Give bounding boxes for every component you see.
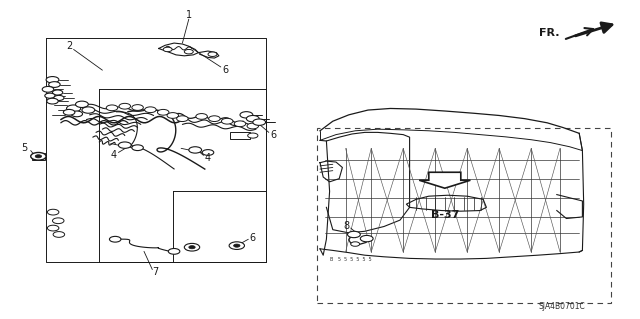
Circle shape (221, 118, 233, 124)
Circle shape (132, 145, 143, 151)
Text: 4: 4 (205, 152, 211, 163)
Circle shape (234, 244, 240, 247)
Circle shape (132, 105, 143, 110)
Circle shape (253, 119, 266, 125)
Circle shape (184, 49, 193, 54)
Circle shape (360, 235, 373, 242)
Text: 7: 7 (152, 267, 158, 277)
Text: B   5  5  5  5  5  5: B 5 5 5 5 5 5 (330, 257, 371, 262)
Circle shape (82, 107, 95, 113)
Circle shape (247, 123, 259, 129)
Circle shape (348, 231, 360, 238)
Circle shape (163, 47, 172, 52)
Circle shape (202, 150, 214, 155)
Circle shape (145, 107, 156, 113)
Circle shape (189, 147, 202, 153)
Circle shape (118, 142, 131, 148)
Circle shape (35, 155, 42, 158)
Circle shape (63, 109, 75, 115)
Circle shape (52, 90, 63, 95)
Bar (317, 128, 611, 303)
Circle shape (234, 121, 246, 127)
Circle shape (240, 112, 253, 118)
Circle shape (47, 225, 59, 231)
Bar (230, 132, 250, 139)
Circle shape (49, 82, 60, 87)
Circle shape (109, 236, 121, 242)
Circle shape (189, 246, 195, 249)
Circle shape (119, 103, 131, 109)
Text: SJA4B0701C: SJA4B0701C (539, 302, 586, 311)
Circle shape (45, 93, 55, 98)
Circle shape (229, 242, 244, 249)
Text: 1: 1 (186, 10, 192, 20)
Text: 6: 6 (250, 233, 256, 243)
Circle shape (351, 242, 360, 246)
Text: B-37: B-37 (431, 210, 459, 220)
Circle shape (53, 232, 65, 237)
Circle shape (184, 243, 200, 251)
Polygon shape (419, 172, 470, 188)
Circle shape (246, 115, 259, 122)
Circle shape (157, 109, 169, 115)
Bar (32, 153, 45, 160)
Text: 6: 6 (271, 130, 277, 140)
Circle shape (46, 77, 59, 83)
Text: FR.: FR. (540, 28, 560, 39)
Text: 8: 8 (344, 221, 350, 231)
Circle shape (167, 113, 179, 118)
Circle shape (168, 249, 180, 254)
Circle shape (42, 86, 54, 92)
Circle shape (71, 111, 83, 117)
Circle shape (208, 52, 217, 56)
Text: 4: 4 (111, 150, 117, 160)
Circle shape (76, 101, 88, 108)
Circle shape (54, 95, 64, 100)
Circle shape (47, 98, 58, 104)
Circle shape (67, 105, 81, 112)
Circle shape (177, 116, 188, 122)
Circle shape (52, 218, 64, 224)
Circle shape (47, 209, 59, 215)
Circle shape (209, 116, 220, 122)
Circle shape (31, 152, 46, 160)
Circle shape (106, 105, 118, 111)
Circle shape (248, 133, 258, 138)
Circle shape (196, 114, 207, 119)
Text: 2: 2 (66, 41, 72, 51)
Text: 5: 5 (21, 143, 28, 153)
Text: 6: 6 (222, 64, 228, 75)
